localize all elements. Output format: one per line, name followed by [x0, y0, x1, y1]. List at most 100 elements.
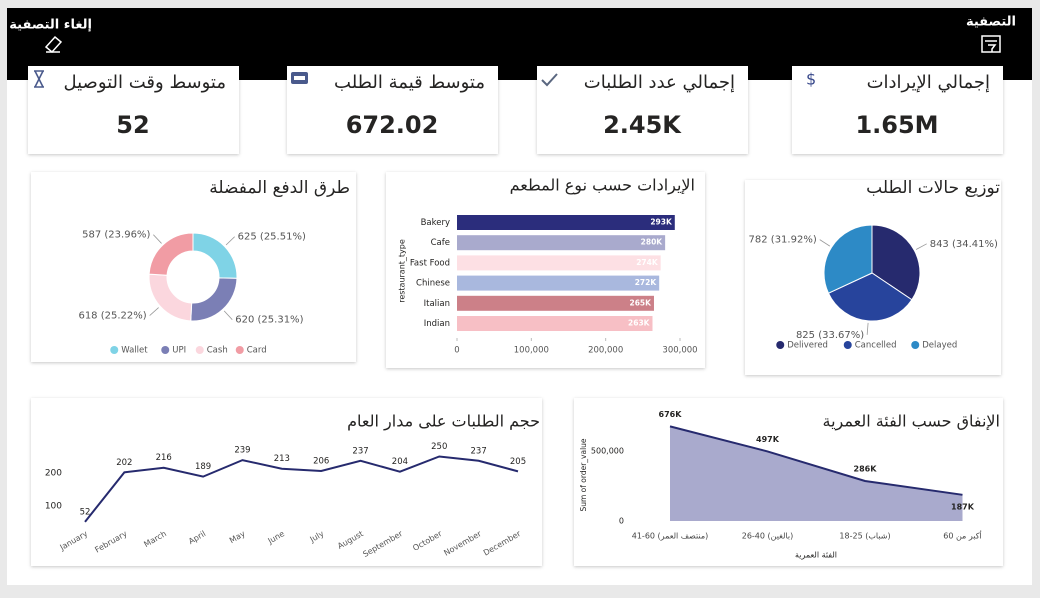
chart-title: الإيرادات حسب نوع المطعم: [510, 176, 695, 196]
data-label: 293K: [650, 218, 673, 227]
clear-filter-button[interactable]: إلغاء التصفية: [9, 18, 92, 33]
data-label: 782 (31.92%): [749, 235, 817, 246]
kpi-value: 52: [116, 111, 149, 139]
bar: [457, 215, 675, 230]
slice: [148, 232, 194, 276]
kpi-card: [537, 66, 748, 154]
filter-icon[interactable]: [981, 35, 1001, 53]
data-label: 280K: [641, 238, 664, 247]
data-label: 239: [234, 446, 250, 456]
line: [669, 425, 963, 496]
x-tick-label: 41-60 (منتصف العمر): [632, 532, 708, 541]
area: [670, 426, 963, 521]
y-tick-label: Fast Food: [410, 258, 450, 268]
leader-line: [915, 243, 927, 250]
legend-swatch: [195, 346, 204, 354]
data-label: 625 (25.51%): [238, 232, 306, 243]
kpi-card: [792, 66, 1003, 154]
data-label: 272K: [635, 278, 658, 287]
data-label: 237: [471, 446, 487, 456]
x-tick-label: 300,000: [662, 346, 697, 356]
x-axis-title: الفئة العمرية: [795, 551, 837, 560]
chart-title: حجم الطلبات على مدار العام: [347, 412, 540, 432]
y-tick-label: Italian: [424, 299, 450, 309]
bar: [457, 316, 653, 331]
chart-title: الإنفاق حسب الفئة العمرية: [822, 412, 1000, 432]
y-tick-label: Chinese: [416, 279, 450, 289]
kpi-label: إجمالي عدد الطلبات: [584, 72, 735, 93]
y-tick-label: 100: [45, 502, 62, 512]
legend-label: UPI: [172, 346, 186, 356]
hourglass-icon: [34, 70, 44, 88]
leader-line: [153, 234, 162, 244]
data-label: 205: [510, 457, 526, 467]
data-label: 206: [313, 457, 329, 467]
legend-swatch: [161, 346, 170, 354]
y-axis-title: restaurant_type: [398, 239, 407, 303]
data-label: 204: [392, 457, 408, 467]
kpi-card: [287, 66, 498, 154]
slice: [823, 224, 873, 294]
legend-label: Cash: [207, 346, 228, 356]
chart-title: طرق الدفع المفضلة: [209, 178, 350, 198]
leader-line: [149, 307, 159, 316]
leader-line: [819, 239, 831, 247]
data-label: 250: [431, 442, 447, 452]
data-label: 497K: [756, 435, 780, 444]
y-tick-label: 200: [45, 469, 62, 479]
data-label: 825 (33.67%): [796, 330, 864, 341]
kpi-label: إجمالي الإيرادات: [867, 72, 990, 93]
x-tick-label: 100,000: [514, 346, 549, 356]
bar: [457, 255, 661, 271]
data-label: 187K: [951, 502, 975, 511]
y-tick-label: Cafe: [431, 238, 450, 248]
bar: [457, 235, 666, 251]
data-label: 216: [156, 453, 172, 463]
x-tick-label: 26-40 (بالغين): [742, 532, 794, 541]
data-label: 202: [116, 458, 132, 468]
y-tick-label: 0: [619, 517, 624, 526]
kpi-value: 2.45K: [603, 111, 682, 139]
legend-swatch: [843, 341, 852, 349]
data-label: 237: [352, 446, 368, 456]
legend-swatch: [776, 341, 785, 349]
eraser-icon[interactable]: [44, 35, 63, 54]
x-tick-label: أكبر من 60: [943, 531, 982, 541]
y-tick-label: Indian: [424, 319, 450, 329]
legend-swatch: [110, 346, 119, 354]
check-icon: [541, 73, 558, 87]
leader-line: [223, 310, 233, 320]
legend-label: Delivered: [787, 341, 828, 351]
x-tick-label: 18-25 (شباب): [839, 532, 890, 541]
data-label: 189: [195, 462, 211, 472]
kpi-value: 672.02: [346, 111, 439, 139]
leader-line: [866, 322, 869, 335]
legend-label: Delayed: [922, 341, 957, 351]
x-tick-label: 0: [454, 346, 459, 356]
data-label: 213: [274, 454, 290, 464]
data-label: 52: [80, 507, 91, 517]
filter-button[interactable]: التصفية: [966, 15, 1016, 30]
data-label: 263K: [628, 319, 651, 328]
legend-label: Card: [247, 346, 267, 356]
line: [84, 455, 519, 523]
legend-swatch: [911, 341, 920, 349]
chart-card: [31, 172, 356, 362]
chart-title: توزيع حالات الطلب: [866, 178, 1000, 198]
data-label: 587 (23.96%): [82, 230, 150, 241]
kpi-label: متوسط قيمة الطلب: [334, 72, 485, 93]
kpi-label: متوسط وقت التوصيل: [63, 72, 226, 93]
bar: [457, 295, 654, 311]
legend-label: Wallet: [121, 346, 148, 356]
slice: [871, 224, 921, 301]
data-label: 843 (34.41%): [930, 239, 998, 250]
data-label: 265K: [630, 298, 653, 307]
slice: [827, 272, 913, 322]
data-label: 676K: [659, 410, 683, 419]
card-icon: [291, 72, 308, 84]
y-axis-title: Sum of order_value: [579, 438, 588, 511]
bar: [457, 275, 660, 291]
dollar-icon: $: [806, 70, 816, 89]
kpi-value: 1.65M: [855, 111, 938, 139]
